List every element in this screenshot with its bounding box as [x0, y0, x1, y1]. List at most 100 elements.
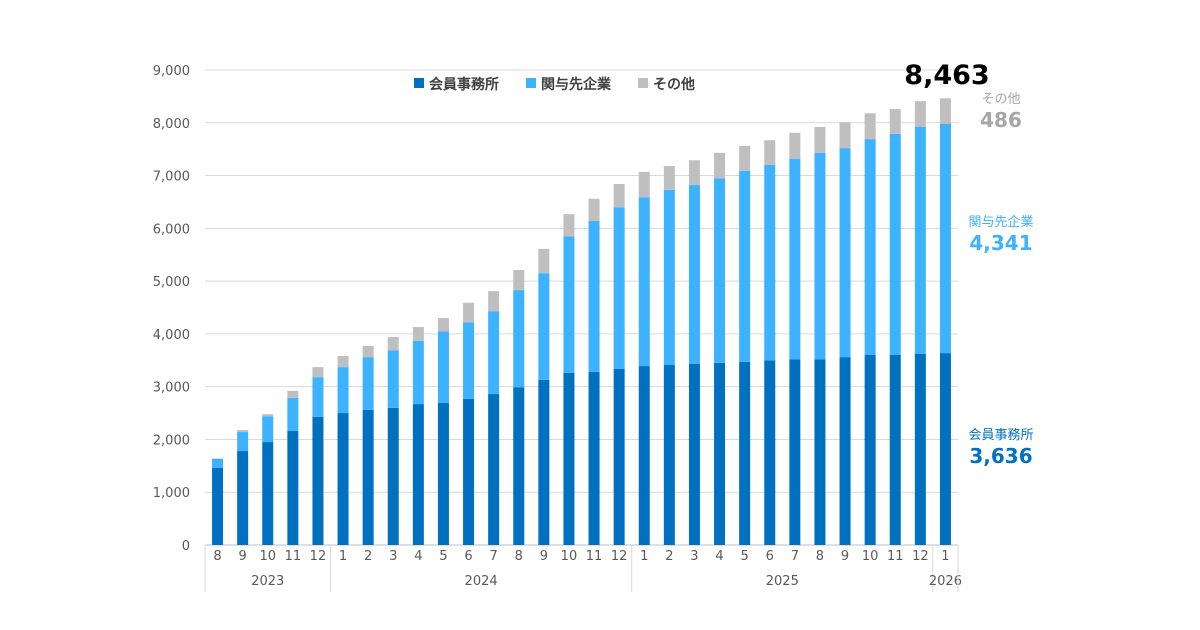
bar-segment	[312, 367, 324, 378]
x-tick-label: 1	[640, 549, 648, 564]
legend-swatch	[526, 78, 536, 88]
bar-segment	[387, 407, 399, 545]
bar-segment	[212, 458, 224, 459]
bar-segment	[513, 290, 525, 388]
bar-segment	[337, 413, 349, 545]
bar-segment	[262, 442, 274, 545]
bar-segment	[563, 214, 575, 237]
bar-segment	[939, 353, 951, 545]
y-tick-label: 6,000	[153, 222, 190, 237]
x-tick-label: 7	[490, 549, 498, 564]
legend-label: 会員事務所	[429, 76, 499, 93]
bar-segment	[437, 331, 449, 404]
bar-segment	[663, 365, 675, 545]
bar-segment	[488, 291, 500, 312]
x-tick-label: 2	[364, 549, 372, 564]
bar-segment	[437, 318, 449, 332]
x-tick-label: 1	[941, 549, 949, 564]
bar-segment	[387, 350, 399, 408]
x-tick-label: 10	[259, 549, 276, 564]
y-tick-label: 3,000	[153, 381, 190, 396]
bar-segment	[237, 432, 249, 452]
y-tick-label: 0	[182, 539, 190, 554]
x-tick-label: 11	[887, 549, 904, 564]
bar-segment	[864, 355, 876, 545]
x-tick-label: 3	[389, 549, 397, 564]
x-tick-label: 6	[464, 549, 472, 564]
bar-segment	[563, 372, 575, 545]
bar-segment	[914, 127, 926, 354]
bar-segment	[638, 366, 650, 545]
x-tick-label: 11	[586, 549, 603, 564]
bar-segment	[362, 357, 374, 410]
bar-segment	[463, 398, 475, 545]
bar-segment	[362, 409, 374, 545]
x-tick-label: 6	[766, 549, 774, 564]
other-annotation-value: 486	[980, 108, 1022, 132]
bar-segment	[312, 377, 324, 417]
bar-segment	[387, 337, 399, 351]
bar-segment	[588, 371, 600, 545]
legend-label: その他	[653, 76, 695, 93]
x-tick-label: 4	[414, 549, 422, 564]
bar-segment	[412, 404, 424, 545]
bar-segment	[613, 184, 625, 208]
bar-segment	[538, 379, 550, 545]
bar-segment	[714, 178, 726, 363]
bar-segment	[663, 189, 675, 366]
y-tick-label: 4,000	[153, 328, 190, 343]
x-tick-label: 10	[561, 549, 578, 564]
bar-segment	[914, 101, 926, 127]
bar-segment	[889, 109, 901, 134]
bar-segment	[739, 361, 751, 545]
bar-segment	[237, 451, 249, 545]
bar-segment	[412, 340, 424, 405]
related-annotation-value: 4,341	[969, 231, 1032, 255]
other-annotation-label: その他	[981, 92, 1020, 107]
bar-segment	[839, 122, 851, 149]
bar-segment	[212, 467, 224, 545]
x-tick-label: 5	[741, 549, 749, 564]
legend: 会員事務所 関与先企業 その他	[414, 76, 695, 93]
x-tick-label: 8	[213, 549, 221, 564]
y-tick-label: 8,000	[153, 117, 190, 132]
y-tick-label: 7,000	[153, 170, 190, 185]
bar-segment	[914, 353, 926, 545]
bar-segment	[814, 127, 826, 153]
bar-segment	[287, 390, 299, 398]
bar-segment	[513, 270, 525, 291]
bar-segment	[237, 429, 249, 433]
year-label: 2023	[251, 574, 284, 589]
x-tick-label: 12	[310, 549, 327, 564]
bar-segment	[287, 397, 299, 431]
bar-segment	[714, 362, 726, 545]
bar-segment	[337, 367, 349, 414]
x-tick-label: 1	[339, 549, 347, 564]
y-tick-label: 9,000	[153, 64, 190, 79]
bar-segment	[789, 158, 801, 360]
bar-segment	[588, 198, 600, 221]
bar-segment	[789, 359, 801, 545]
bar-segment	[613, 368, 625, 545]
bar-segment	[688, 185, 700, 364]
x-tick-label: 2	[665, 549, 673, 564]
bar-segment	[287, 431, 299, 545]
bar-segment	[939, 123, 951, 354]
bar-segment	[789, 132, 801, 159]
bar-segment	[739, 146, 751, 171]
bar-segment	[588, 220, 600, 372]
x-tick-label: 9	[239, 549, 247, 564]
x-tick-label: 5	[439, 549, 447, 564]
bar-segment	[337, 356, 349, 368]
bar-segment	[488, 394, 500, 545]
bar-segment	[513, 387, 525, 545]
y-tick-label: 2,000	[153, 433, 190, 448]
y-tick-label: 1,000	[153, 486, 190, 501]
bar-segment	[939, 98, 951, 124]
bar-segment	[538, 248, 550, 274]
x-tick-label: 9	[540, 549, 548, 564]
bar-segment	[488, 311, 500, 395]
bar-segment	[463, 302, 475, 323]
bar-segment	[362, 346, 374, 358]
